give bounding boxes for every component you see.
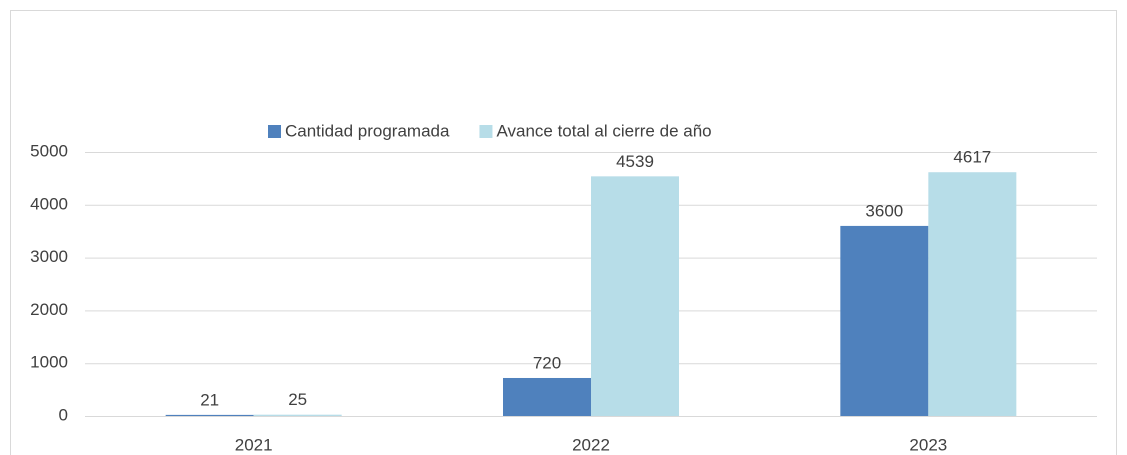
x-tick-label: 2023	[909, 435, 947, 454]
data-label: 21	[200, 390, 219, 409]
y-tick-label: 5000	[30, 141, 68, 160]
y-tick-label: 2000	[30, 300, 68, 319]
bar	[503, 377, 591, 416]
y-tick-label: 1000	[30, 353, 68, 372]
bar	[253, 414, 342, 416]
bar	[840, 225, 929, 416]
y-tick-label: 3000	[30, 247, 68, 266]
y-tick-label: 4000	[30, 194, 68, 213]
bar	[591, 176, 679, 416]
data-label: 3600	[865, 201, 903, 220]
bar	[165, 414, 254, 416]
x-tick-label: 2022	[572, 435, 610, 454]
legend-label: Avance total al cierre de año	[496, 121, 711, 140]
legend-label: Cantidad programada	[285, 121, 450, 140]
data-label: 25	[288, 390, 307, 409]
x-tick-label: 2021	[235, 435, 273, 454]
data-label: 4617	[953, 148, 991, 167]
y-tick-label: 0	[59, 405, 68, 424]
legend-swatch	[479, 125, 493, 138]
chart-frame	[10, 10, 1117, 455]
bar	[928, 172, 1017, 416]
data-label: 720	[533, 353, 561, 372]
data-label: 4539	[616, 152, 654, 171]
legend-swatch	[268, 125, 281, 138]
